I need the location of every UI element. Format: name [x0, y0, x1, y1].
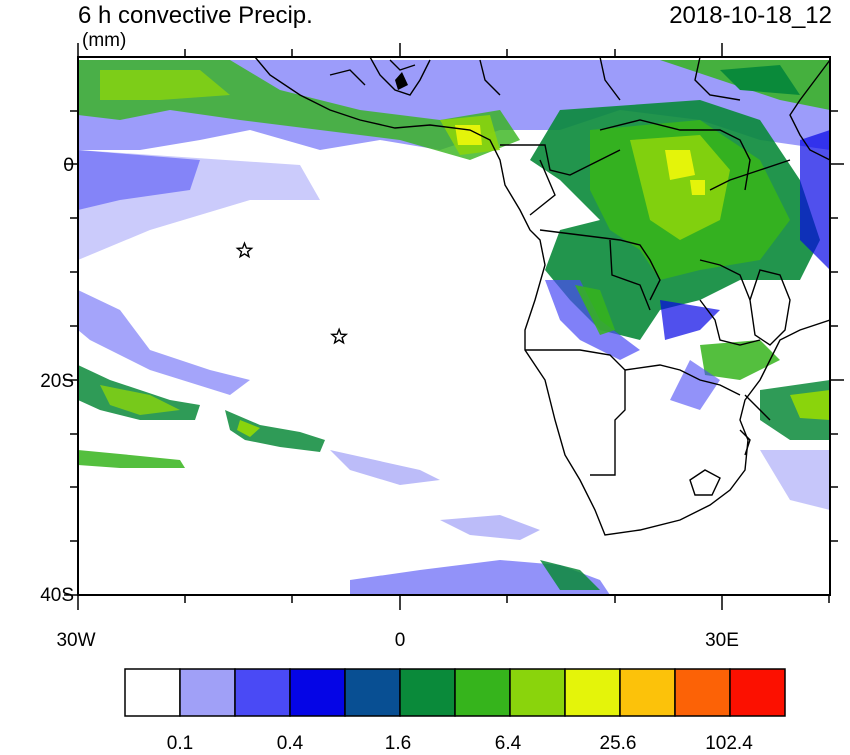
- lon-label-30e: 30E: [705, 630, 739, 651]
- lon-label-0: 0: [394, 630, 406, 651]
- axis-ticks: [64, 43, 844, 610]
- lat-label-0: 0: [63, 155, 74, 176]
- lat-label-40s: 40S: [40, 585, 74, 606]
- colorbar-label-102.4: 102.4: [705, 733, 753, 754]
- map-title: 6 h convective Precip.: [78, 2, 313, 29]
- colorbar-box: [729, 668, 786, 717]
- map-datetime: 2018-10-18_12: [669, 2, 832, 29]
- lon-label-30w: 30W: [56, 630, 96, 651]
- colorbar-box: [124, 668, 181, 717]
- units-label: (mm): [82, 30, 127, 51]
- colorbar-box: [289, 668, 346, 717]
- colorbar-box: [344, 668, 401, 717]
- colorbar-box: [179, 668, 236, 717]
- colorbar-label-0.4: 0.4: [276, 733, 304, 754]
- colorbar-label-0.1: 0.1: [166, 733, 194, 754]
- colorbar-label-6.4: 6.4: [494, 733, 522, 754]
- colorbar-box: [564, 668, 621, 717]
- lat-label-20s: 20S: [40, 371, 74, 392]
- star-marker: [330, 327, 349, 345]
- country-borders: [254, 57, 830, 536]
- colorbar-label-1.6: 1.6: [384, 733, 412, 754]
- colorbar-box: [234, 668, 291, 717]
- colorbar-box: [619, 668, 676, 717]
- colorbar-box: [454, 668, 511, 717]
- station-markers: [235, 241, 349, 345]
- lake-shape: [395, 72, 408, 90]
- star-marker: [235, 241, 254, 259]
- colorbar-label-25.6: 25.6: [599, 733, 637, 754]
- precip-field: [78, 60, 830, 595]
- colorbar-box: [674, 668, 731, 717]
- colorbar-box: [509, 668, 566, 717]
- colorbar-box: [399, 668, 456, 717]
